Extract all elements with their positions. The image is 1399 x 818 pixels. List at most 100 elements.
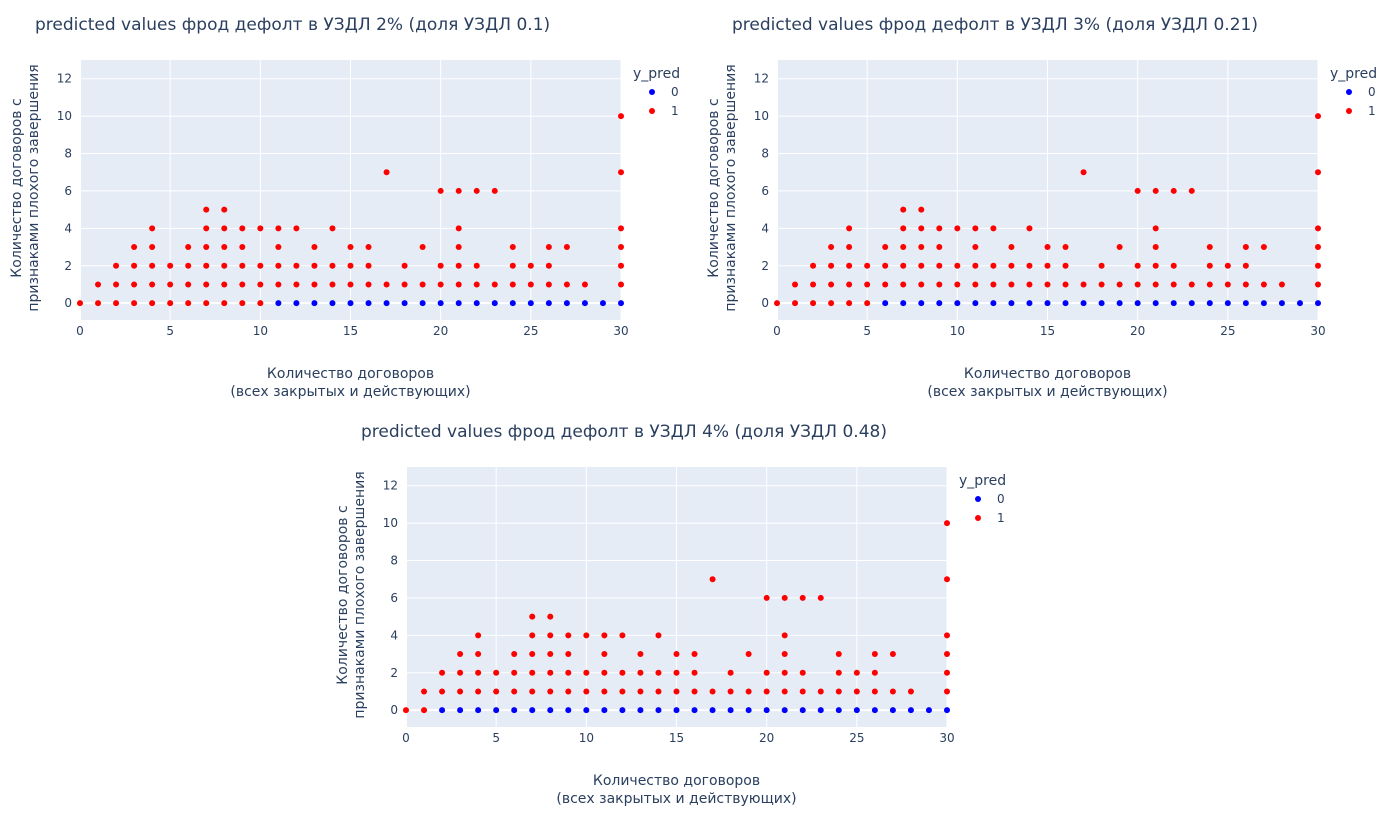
data-point[interactable] — [1315, 113, 1321, 120]
data-point[interactable] — [1062, 244, 1069, 251]
data-point[interactable] — [1098, 281, 1105, 288]
data-point[interactable] — [311, 262, 318, 269]
data-point[interactable] — [257, 225, 264, 232]
data-point[interactable] — [1152, 300, 1159, 307]
data-point[interactable] — [329, 300, 336, 307]
legend-item-1[interactable]: 1 — [975, 511, 1005, 525]
data-point[interactable] — [1116, 244, 1123, 251]
data-point[interactable] — [817, 707, 824, 714]
data-point[interactable] — [853, 669, 860, 676]
data-point[interactable] — [221, 206, 228, 213]
data-point[interactable] — [1188, 281, 1195, 288]
data-point[interactable] — [545, 300, 552, 307]
data-point[interactable] — [618, 262, 624, 269]
legend-item-0[interactable]: 0 — [1346, 85, 1376, 99]
data-point[interactable] — [529, 613, 536, 620]
legend-item-1[interactable]: 1 — [649, 104, 679, 118]
data-point[interactable] — [1152, 187, 1159, 194]
data-point[interactable] — [547, 669, 554, 676]
data-point[interactable] — [900, 244, 907, 251]
legend-item-1[interactable]: 1 — [1346, 104, 1376, 118]
data-point[interactable] — [1080, 300, 1087, 307]
data-point[interactable] — [1224, 281, 1231, 288]
data-point[interactable] — [918, 206, 925, 213]
data-point[interactable] — [529, 632, 536, 639]
data-point[interactable] — [619, 632, 626, 639]
data-point[interactable] — [972, 262, 979, 269]
data-point[interactable] — [1098, 300, 1105, 307]
data-point[interactable] — [972, 244, 979, 251]
data-point[interactable] — [673, 651, 680, 658]
data-point[interactable] — [835, 669, 842, 676]
data-point[interactable] — [547, 688, 554, 695]
data-point[interactable] — [817, 594, 824, 601]
data-point[interactable] — [1296, 300, 1303, 307]
data-point[interactable] — [401, 262, 408, 269]
data-point[interactable] — [918, 244, 925, 251]
data-point[interactable] — [475, 669, 482, 676]
data-point[interactable] — [655, 688, 662, 695]
data-point[interactable] — [131, 262, 138, 269]
data-point[interactable] — [835, 707, 842, 714]
data-point[interactable] — [936, 244, 943, 251]
data-point[interactable] — [455, 300, 462, 307]
data-point[interactable] — [799, 707, 806, 714]
data-point[interactable] — [745, 707, 752, 714]
data-point[interactable] — [1206, 281, 1213, 288]
data-point[interactable] — [727, 669, 734, 676]
data-point[interactable] — [565, 632, 572, 639]
data-point[interactable] — [113, 281, 120, 288]
data-point[interactable] — [311, 281, 318, 288]
data-point[interactable] — [871, 707, 878, 714]
data-point[interactable] — [618, 244, 624, 251]
data-point[interactable] — [1260, 244, 1267, 251]
data-point[interactable] — [618, 225, 624, 232]
data-point[interactable] — [185, 244, 192, 251]
data-point[interactable] — [545, 244, 552, 251]
data-point[interactable] — [185, 262, 192, 269]
data-point[interactable] — [1170, 187, 1177, 194]
data-point[interactable] — [547, 707, 554, 714]
data-point[interactable] — [781, 651, 788, 658]
data-point[interactable] — [619, 688, 626, 695]
data-point[interactable] — [1062, 300, 1069, 307]
data-point[interactable] — [347, 262, 354, 269]
data-point[interactable] — [853, 688, 860, 695]
data-point[interactable] — [1315, 244, 1321, 251]
data-point[interactable] — [509, 262, 516, 269]
data-point[interactable] — [781, 632, 788, 639]
data-point[interactable] — [763, 669, 770, 676]
data-point[interactable] — [1260, 300, 1267, 307]
data-point[interactable] — [1242, 281, 1249, 288]
data-point[interactable] — [221, 300, 228, 307]
data-point[interactable] — [936, 225, 943, 232]
data-point[interactable] — [619, 669, 626, 676]
data-point[interactable] — [493, 688, 500, 695]
data-point[interactable] — [455, 262, 462, 269]
data-point[interactable] — [1315, 225, 1321, 232]
data-point[interactable] — [601, 688, 608, 695]
data-point[interactable] — [944, 669, 950, 676]
data-point[interactable] — [439, 669, 446, 676]
data-point[interactable] — [774, 300, 780, 307]
data-point[interactable] — [1008, 281, 1015, 288]
data-point[interactable] — [655, 632, 662, 639]
data-point[interactable] — [475, 688, 482, 695]
data-point[interactable] — [1008, 300, 1015, 307]
data-point[interactable] — [583, 669, 590, 676]
data-point[interactable] — [637, 651, 644, 658]
data-point[interactable] — [221, 281, 228, 288]
data-point[interactable] — [131, 244, 138, 251]
data-point[interactable] — [954, 300, 961, 307]
data-point[interactable] — [828, 281, 835, 288]
data-point[interactable] — [527, 281, 534, 288]
data-point[interactable] — [473, 187, 480, 194]
data-point[interactable] — [1278, 281, 1285, 288]
data-point[interactable] — [167, 262, 174, 269]
data-point[interactable] — [990, 300, 997, 307]
data-point[interactable] — [493, 669, 500, 676]
data-point[interactable] — [565, 669, 572, 676]
data-point[interactable] — [547, 613, 554, 620]
data-point[interactable] — [601, 651, 608, 658]
data-point[interactable] — [1116, 281, 1123, 288]
